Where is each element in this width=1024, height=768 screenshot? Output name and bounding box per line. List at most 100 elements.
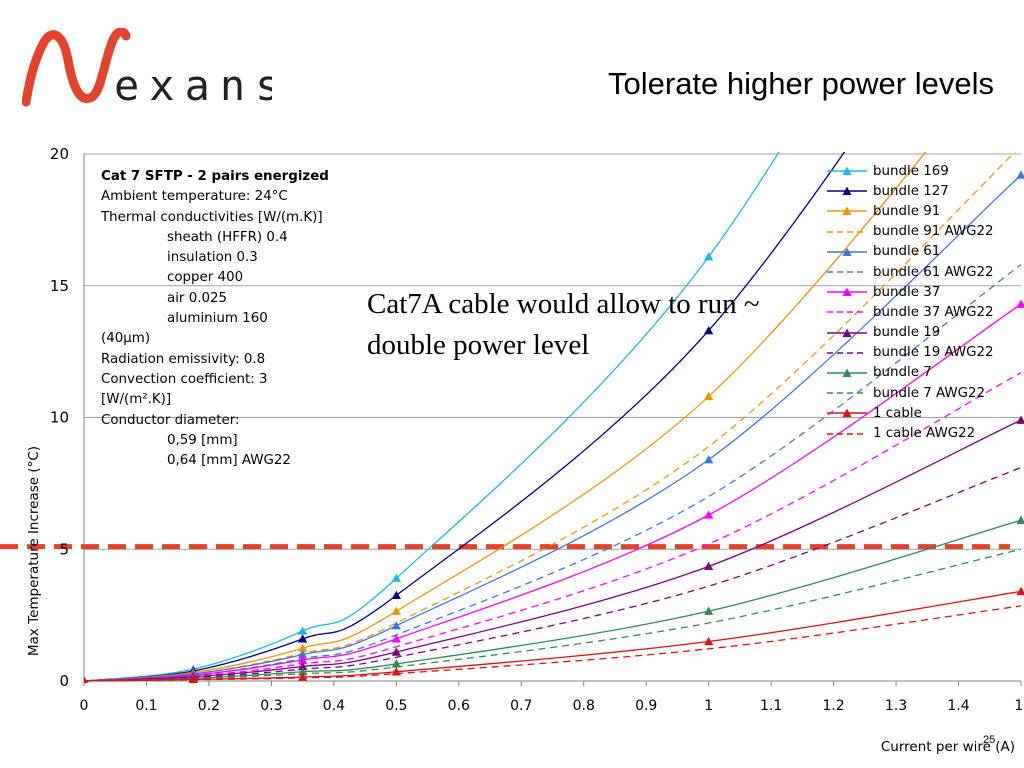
data-point-marker [1016,170,1024,179]
params-diam1: 0,59 [mm] [167,432,238,448]
y-tick-label: 20 [50,145,69,163]
chart-legend: bundle 169 bundle 127 bundle 91 bundle 91 A… [826,161,994,444]
legend-item: bundle 19 [826,323,994,343]
series-line [84,152,927,682]
legend-label: bundle 61 [873,244,941,260]
data-point-marker [1016,415,1024,424]
data-point-marker [1016,299,1024,308]
data-point-marker [298,672,308,681]
callout-text: Cat7A cable would allow to run ~ double … [367,288,760,361]
legend-swatch [827,247,867,256]
legend-label: bundle 61 AWG22 [873,264,994,280]
x-tick-label: 1.4 [947,698,969,714]
data-point-marker [704,636,714,646]
x-tick-label: 0.3 [260,698,282,714]
x-tick-label: 0.8 [573,698,595,714]
series-line [84,466,1022,682]
legend-label: bundle 127 [873,183,949,199]
params-convection: Convection coefficient: 3 [101,371,268,387]
data-point-marker [391,634,401,643]
legend-swatch [827,392,867,394]
series-line [84,152,780,682]
logo-text: exans [114,61,272,108]
series-line [84,605,1022,682]
legend-label: 1 cable [873,405,922,421]
series-line [84,152,846,682]
legend-label: bundle 169 [873,163,949,179]
legend-label: bundle 19 AWG22 [873,345,994,361]
legend-swatch [827,166,867,176]
series-bundle-91 [84,152,927,683]
params-aluminium: aluminium 160 [167,311,268,327]
legend-swatch [827,271,867,273]
legend-item: 1 cable AWG22 [826,423,994,443]
x-tick-label: 0.6 [448,698,470,714]
data-point-marker [391,621,401,630]
legend-swatch [827,328,867,337]
x-tick-label: 0.1 [135,698,157,714]
x-tick-label: 0.7 [510,698,532,714]
x-tick-label: 0.9 [635,698,657,714]
legend-item: bundle 91 [826,201,994,221]
data-point-marker [298,650,308,659]
data-point-marker [298,643,308,652]
data-point-marker [704,391,714,401]
legend-swatch [827,230,867,233]
x-tick-label: 1.2 [822,698,844,714]
data-point-marker [298,626,308,635]
legend-label: bundle 37 AWG22 [873,304,994,320]
legend-swatch [827,408,867,418]
y-tick-label: 15 [50,277,69,295]
data-point-marker [391,590,401,600]
series-lines [84,152,1024,683]
data-point-marker [391,606,401,615]
legend-label: bundle 91 [873,203,941,219]
nexans-wave-icon: exans [21,27,280,110]
params-air: air 0.025 [167,290,228,306]
legend-item: bundle 61 [826,242,994,262]
x-tick-label: 1. [1014,698,1024,714]
series-bundle-19-awg22 [84,466,1022,682]
data-point-marker [704,606,714,615]
nexans-logo: exans [21,27,280,110]
x-tick-label: 1.3 [885,698,907,714]
slide-title: Tolerate higher power levels [608,66,994,101]
data-point-marker [704,561,714,571]
legend-item: bundle 37 [826,282,994,302]
x-axis-label: Current per wire (A) [881,739,1015,755]
x-tick-label: 0.4 [323,698,345,714]
x-tick-label: 1 [704,698,713,714]
data-point-marker [298,655,308,664]
legend-label: bundle 7 [873,365,932,381]
legend-swatch [827,186,867,196]
series-1-cable-awg22 [84,605,1022,682]
params-radiation: Radiation emissivity: 0.8 [101,351,266,367]
params-insulation: insulation 0.3 [167,250,258,266]
legend-swatch [827,287,867,297]
data-point-marker [391,647,401,656]
data-point-marker [1016,515,1024,524]
data-point-marker [391,659,401,668]
legend-item: bundle 91 AWG22 [826,222,994,242]
params-copper: copper 400 [167,270,244,286]
data-point-marker [704,510,714,519]
params-heading: Cat 7 SFTP - 2 pairs energized [101,169,329,184]
data-point-marker [188,674,198,683]
params-diam2: 0,64 [mm] AWG22 [167,453,291,467]
legend-swatch [827,311,867,314]
legend-label: bundle 7 AWG22 [873,385,986,401]
params-conductor: Conductor diameter: [101,412,240,428]
series-bundle-7 [84,515,1024,683]
legend-swatch [827,432,867,435]
legend-item: bundle 7 AWG22 [826,383,994,403]
data-point-marker [1016,586,1024,596]
data-point-marker [391,573,401,582]
legend-swatch [827,206,867,216]
data-point-marker [704,455,714,464]
params-sheath: sheath (HFFR) 0.4 [167,229,288,245]
data-point-marker [298,661,308,671]
y-tick-label: 10 [50,409,69,427]
params-aluminium-unit: (40µm) [101,331,151,347]
